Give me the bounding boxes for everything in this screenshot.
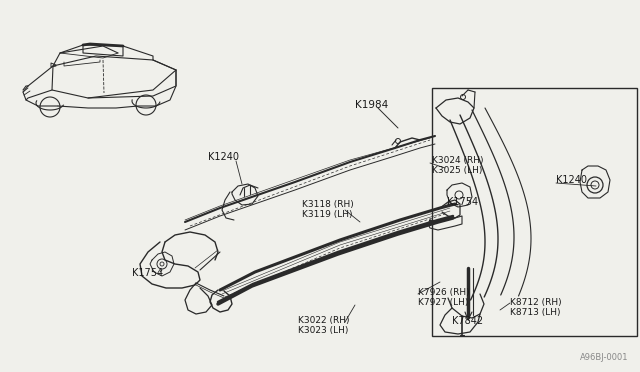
Text: K3024 (RH): K3024 (RH) <box>432 156 483 165</box>
Bar <box>432 88 637 336</box>
Text: K3022 (RH): K3022 (RH) <box>298 316 349 325</box>
Text: K8713 (LH): K8713 (LH) <box>510 308 561 317</box>
Text: K8712 (RH): K8712 (RH) <box>510 298 562 307</box>
Text: K1754: K1754 <box>132 268 163 278</box>
Text: K1984: K1984 <box>355 100 388 110</box>
Text: K7927 (LH): K7927 (LH) <box>418 298 468 307</box>
Text: K3025 (LH): K3025 (LH) <box>432 166 483 175</box>
Text: K7926 (RH): K7926 (RH) <box>418 288 470 297</box>
Text: K3119 (LH): K3119 (LH) <box>302 210 353 219</box>
Text: K1240: K1240 <box>208 152 239 162</box>
Text: K3118 (RH): K3118 (RH) <box>302 200 354 209</box>
Text: K1240: K1240 <box>556 175 587 185</box>
Text: K1754: K1754 <box>447 197 478 207</box>
Text: A96BJ-0001: A96BJ-0001 <box>579 353 628 362</box>
Text: K7842: K7842 <box>452 316 483 326</box>
Text: K3023 (LH): K3023 (LH) <box>298 326 348 335</box>
